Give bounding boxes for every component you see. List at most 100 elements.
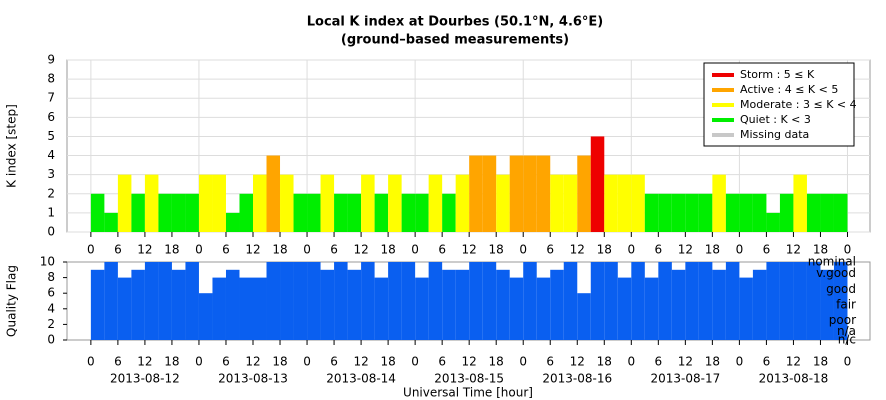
legend-label: Storm : 5 ≤ K xyxy=(740,68,815,81)
legend-label: Moderate : 3 ≤ K < 4 xyxy=(740,98,857,111)
chart-subtitle: (ground–based measurements) xyxy=(341,33,569,48)
bar xyxy=(239,193,254,232)
bar xyxy=(496,174,510,232)
bar xyxy=(550,269,564,340)
bar xyxy=(833,193,848,232)
x-tick-label: 6 xyxy=(438,243,446,257)
bar xyxy=(293,193,308,232)
bar xyxy=(253,277,267,340)
bar xyxy=(631,262,645,340)
bar xyxy=(104,262,118,340)
bar xyxy=(442,269,456,340)
x-tick-label: 12 xyxy=(570,243,585,257)
x-tick-label: 6 xyxy=(330,355,338,369)
bar xyxy=(712,174,726,232)
legend-label: Active : 4 ≤ K < 5 xyxy=(740,83,838,96)
bar xyxy=(604,262,618,340)
bar xyxy=(361,262,375,340)
y-axis-label: K index [step] xyxy=(5,104,19,188)
bar xyxy=(131,193,145,232)
bar xyxy=(766,212,780,232)
x-tick-label: 6 xyxy=(763,243,771,257)
x-tick-label: 18 xyxy=(597,243,612,257)
x-tick-label: 18 xyxy=(813,243,828,257)
x-tick-label: 18 xyxy=(705,355,720,369)
x-tick-label: 0 xyxy=(87,243,95,257)
x-tick-label: 12 xyxy=(353,243,368,257)
y-tick-label: 0 xyxy=(47,333,55,347)
bar xyxy=(361,174,375,232)
bar xyxy=(374,193,389,232)
x-tick-label: 12 xyxy=(353,355,368,369)
x-tick-label: 18 xyxy=(489,243,504,257)
x-tick-label: 0 xyxy=(627,243,635,257)
x-tick-label: 0 xyxy=(627,355,635,369)
bar xyxy=(307,262,321,340)
x-tick-label: 12 xyxy=(245,355,260,369)
bar xyxy=(523,155,537,232)
x-tick-label: 0 xyxy=(411,243,419,257)
x-tick-label: 0 xyxy=(87,355,95,369)
bar xyxy=(469,262,483,340)
bar xyxy=(266,155,281,232)
bar xyxy=(644,277,659,340)
bar xyxy=(185,193,199,232)
bar xyxy=(793,262,807,340)
y-tick-label: 6 xyxy=(47,110,55,124)
bar xyxy=(509,277,524,340)
bar xyxy=(401,193,416,232)
x-tick-label: 6 xyxy=(438,355,446,369)
bar xyxy=(644,193,659,232)
bar xyxy=(671,269,686,340)
x-tick-label: 0 xyxy=(303,243,311,257)
bar xyxy=(347,193,362,232)
bar xyxy=(563,174,578,232)
x-tick-label: 0 xyxy=(736,243,744,257)
bar xyxy=(253,174,267,232)
bar xyxy=(307,193,321,232)
y-tick-label: 10 xyxy=(40,255,55,269)
x-tick-label: 18 xyxy=(272,243,287,257)
bar xyxy=(671,193,686,232)
bar xyxy=(563,262,578,340)
bar xyxy=(212,277,226,340)
x-tick-label: 18 xyxy=(705,243,720,257)
bar xyxy=(658,262,672,340)
bar xyxy=(442,193,456,232)
bar xyxy=(820,269,834,340)
bar xyxy=(739,277,753,340)
bar xyxy=(833,262,848,340)
date-label: 2013-08-16 xyxy=(542,372,612,386)
x-tick-label: 6 xyxy=(546,355,554,369)
date-label: 2013-08-14 xyxy=(326,372,396,386)
date-label: 2013-08-18 xyxy=(759,372,829,386)
y-tick-label: 1 xyxy=(47,205,55,219)
bar xyxy=(482,262,497,340)
x-tick-label: 12 xyxy=(245,243,260,257)
quality-label: good xyxy=(826,282,856,296)
bar xyxy=(171,269,186,340)
bar xyxy=(117,174,132,232)
bar xyxy=(725,193,740,232)
x-tick-label: 6 xyxy=(655,355,663,369)
x-tick-label: 0 xyxy=(195,355,203,369)
bar xyxy=(617,174,632,232)
bar xyxy=(320,174,335,232)
bar xyxy=(280,174,294,232)
bar xyxy=(401,262,416,340)
x-tick-label: 12 xyxy=(462,355,477,369)
x-tick-label: 0 xyxy=(519,355,527,369)
bar xyxy=(631,174,645,232)
bar xyxy=(496,269,510,340)
bar xyxy=(225,269,240,340)
bar xyxy=(698,262,713,340)
bar xyxy=(766,262,780,340)
bar xyxy=(793,174,807,232)
bar xyxy=(388,174,402,232)
bar xyxy=(469,155,483,232)
x-tick-label: 0 xyxy=(736,355,744,369)
x-tick-label: 0 xyxy=(519,243,527,257)
quality-label: nominal xyxy=(808,255,856,269)
bar xyxy=(131,269,145,340)
bar xyxy=(806,262,821,340)
